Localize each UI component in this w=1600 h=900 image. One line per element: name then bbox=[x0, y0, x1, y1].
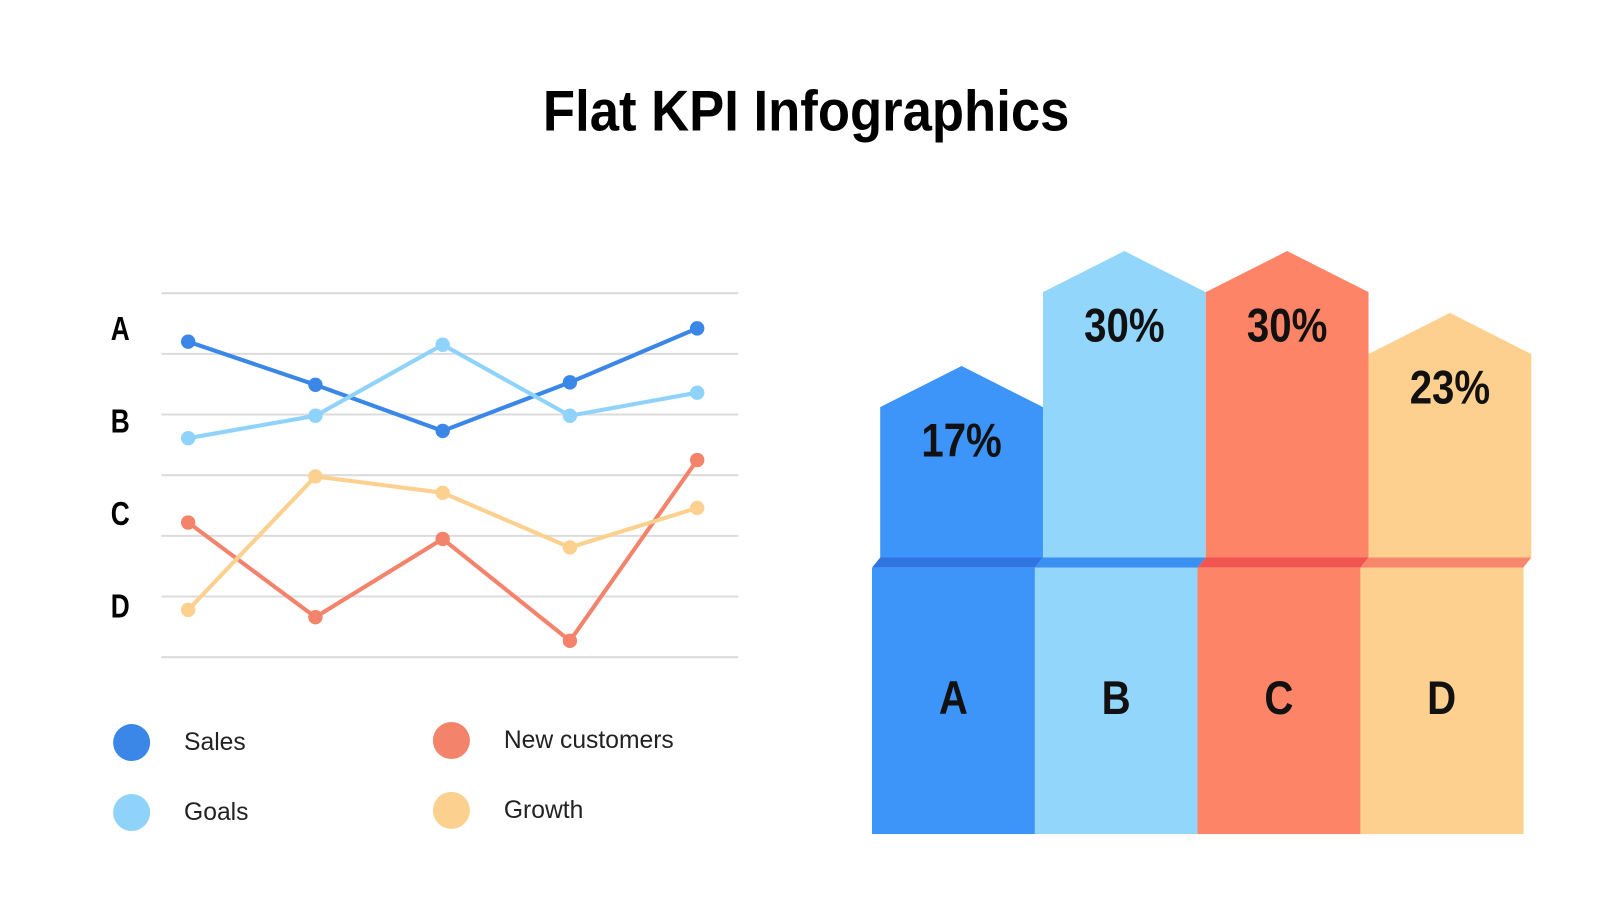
row-label: A bbox=[111, 311, 130, 347]
band bbox=[1197, 557, 1369, 568]
category-label: C bbox=[1264, 672, 1293, 725]
data-point bbox=[435, 485, 450, 500]
kpi-arrow bbox=[880, 365, 1043, 558]
data-point bbox=[435, 423, 450, 439]
band bbox=[1034, 557, 1206, 568]
value-label: 17% bbox=[921, 415, 1001, 468]
data-point bbox=[180, 602, 196, 618]
legend-swatch bbox=[432, 721, 470, 759]
data-point bbox=[562, 540, 578, 555]
data-point bbox=[689, 452, 705, 468]
data-point bbox=[562, 633, 578, 649]
data-point bbox=[689, 321, 705, 336]
kpi-arrow bbox=[1042, 251, 1206, 558]
value-label: 30% bbox=[1084, 300, 1164, 353]
data-point bbox=[308, 609, 323, 625]
kpi-arrow bbox=[1205, 251, 1369, 558]
data-point bbox=[180, 430, 196, 446]
category-block bbox=[1197, 567, 1361, 835]
legend-label: Growth bbox=[504, 797, 583, 824]
band bbox=[871, 557, 1043, 568]
data-point bbox=[562, 375, 578, 390]
category-label: D bbox=[1427, 672, 1456, 725]
value-label: 30% bbox=[1247, 300, 1327, 353]
legend-label: New customers bbox=[504, 727, 674, 754]
category-label: B bbox=[1102, 672, 1131, 725]
row-label: D bbox=[111, 589, 130, 625]
data-point bbox=[689, 385, 705, 400]
band bbox=[1360, 557, 1532, 568]
category-block bbox=[1360, 567, 1524, 835]
data-point bbox=[180, 515, 196, 530]
data-point bbox=[562, 408, 578, 423]
legend-label: Goals bbox=[184, 799, 248, 826]
legend-swatch bbox=[113, 724, 151, 762]
data-point bbox=[308, 408, 323, 423]
data-point bbox=[308, 469, 323, 484]
data-point bbox=[435, 337, 450, 352]
data-point bbox=[308, 377, 323, 392]
legend-swatch bbox=[432, 791, 470, 829]
category-block bbox=[871, 567, 1036, 835]
value-label: 23% bbox=[1410, 362, 1490, 415]
legend-label: Sales bbox=[184, 729, 246, 756]
category-block bbox=[1034, 567, 1199, 835]
row-label: C bbox=[111, 496, 130, 532]
data-point bbox=[689, 500, 705, 516]
category-label: A bbox=[939, 672, 968, 725]
row-label: B bbox=[111, 404, 130, 440]
data-point bbox=[180, 334, 196, 349]
title: Flat KPI Infographics bbox=[543, 79, 1069, 143]
legend-swatch bbox=[113, 793, 151, 831]
kpi-arrow bbox=[1368, 312, 1532, 558]
data-point bbox=[435, 531, 450, 547]
